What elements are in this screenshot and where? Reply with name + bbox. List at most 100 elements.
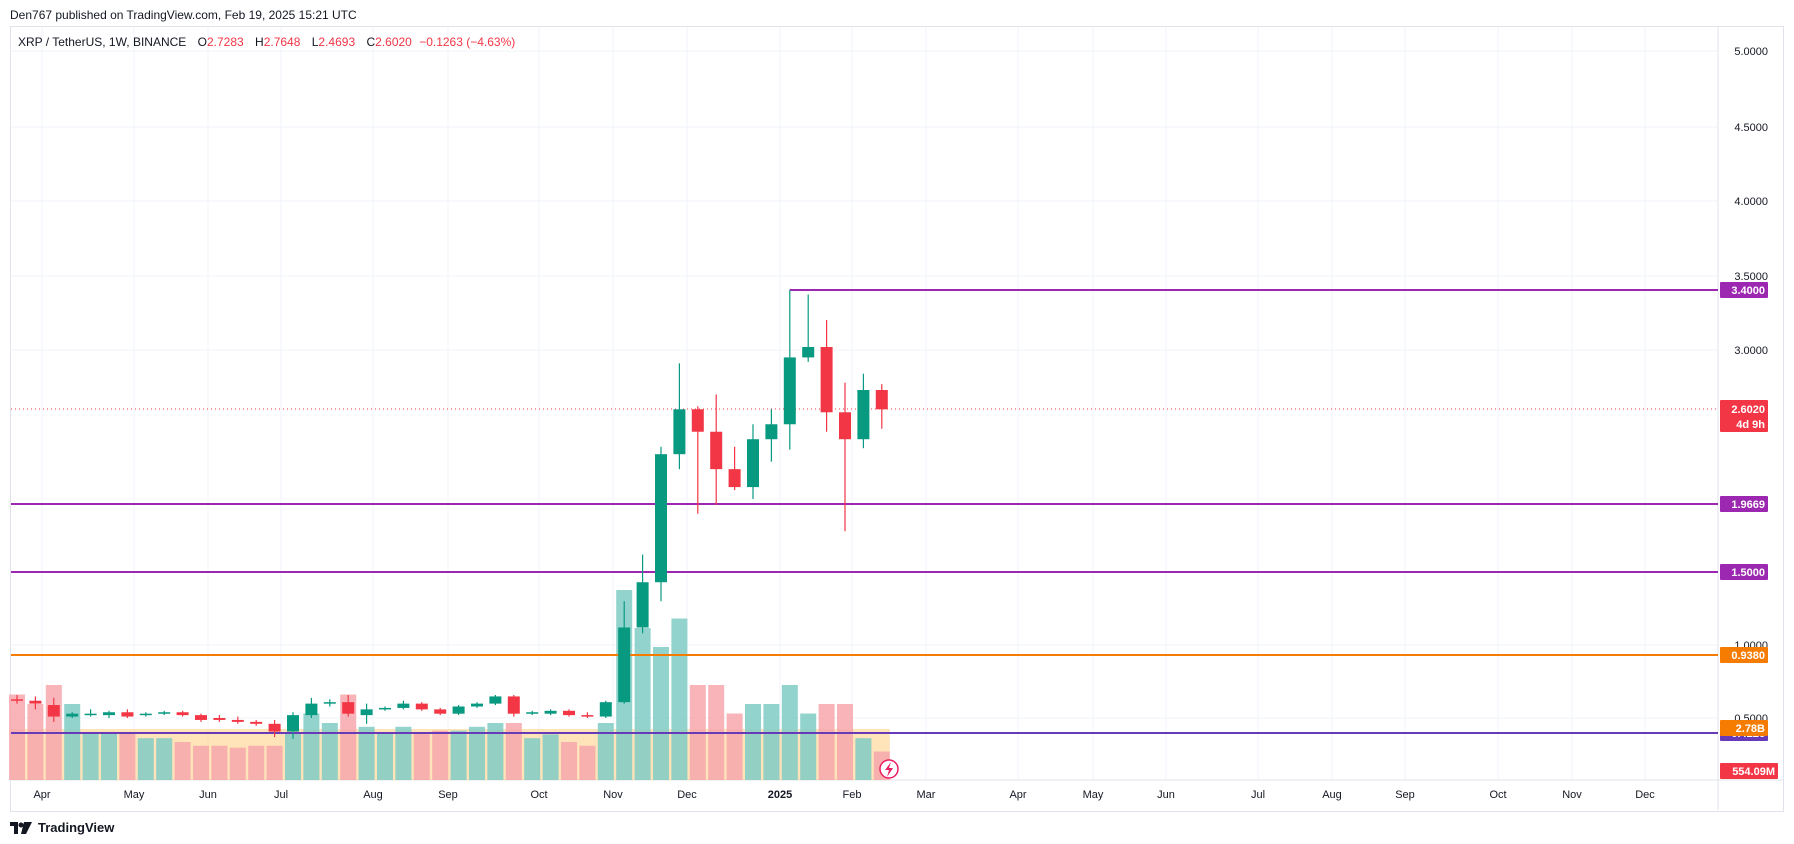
volume-bar [119,732,136,780]
candle [121,709,134,718]
candle-body [342,702,355,714]
candle-body [526,712,539,714]
candle [29,696,42,710]
x-axis-labels: Apr May Jun Jul Aug Sep Oct Nov Dec 2025 Feb Mar Apr… [33,789,1655,801]
publish-info: Den767 published on TradingView.com, Feb… [10,8,357,22]
candle [857,373,870,449]
candle-body [158,712,171,714]
candle-body [783,357,796,425]
candle [599,700,612,718]
candle [581,712,594,718]
candle [213,715,226,722]
price-tag-label: 1.9669 [1731,499,1765,511]
candle [379,706,391,711]
candle-body [305,703,318,716]
candle-body [839,412,851,440]
volume-bar [469,726,485,780]
candle [839,382,851,532]
volume-bar [505,723,522,780]
volume-bar [266,745,283,780]
candle [360,703,373,724]
candle [434,707,447,716]
x-tick-label: May [124,789,145,801]
tradingview-brand[interactable]: TradingView [10,820,114,835]
level-tag: 0.9380 [1720,647,1768,663]
volume-bar [726,713,743,780]
last-price-label: 2.6020 [1731,404,1765,416]
level-lines [11,289,1718,734]
candle-body [452,706,465,714]
chart-frame[interactable] [10,26,1784,812]
volume-bar [156,738,173,780]
candle [268,719,281,738]
volume-bar [745,704,761,780]
candle-body [875,390,888,410]
candle [305,697,318,718]
x-tick-label: Aug [1322,789,1342,801]
candle-body [66,713,79,717]
volume-bar [542,734,559,780]
flash-alert-icon [879,759,899,779]
x-tick-label: Sep [1395,789,1415,801]
price-tag-label: 2.78B [1736,723,1765,735]
legend-change: −0.1263 (−4.63%) [419,35,516,49]
volume-bar [9,694,25,780]
candle-body [103,712,115,716]
volume-bar [211,745,228,780]
legend-close-value: 2.6020 [375,35,412,49]
candle-body [507,696,520,714]
candle [636,554,649,634]
x-tick-label: Feb [843,789,862,801]
candle [526,710,539,716]
volume-bar [285,732,301,780]
volume-bar [193,745,209,780]
candle-body [360,709,373,716]
candle-body [673,409,686,455]
x-tick-label: Oct [530,789,547,801]
legend-low-value: 2.4693 [318,35,356,49]
level-tag: 3.4000 [1720,282,1768,298]
candle [47,697,60,722]
price-tag-label: 3.4000 [1731,285,1765,297]
candle-body [471,703,483,707]
tradingview-logo-icon [10,821,32,834]
candle [176,710,189,717]
volume-bar [800,713,817,780]
candle-body [287,715,299,732]
x-tick-label: Apr [33,789,50,801]
candle-body [397,703,410,708]
candle-body [379,707,391,710]
candle-body [139,713,152,716]
x-tick-label: Jul [1251,789,1265,801]
volume-bar [229,747,246,780]
candle [415,702,428,711]
legend-high-label: H [255,35,264,49]
candle-body [710,431,723,470]
candle [618,601,631,704]
volume-bar [248,745,265,780]
candle [103,710,115,718]
legend-open-value: 2.7283 [206,35,244,49]
y-tick-label: 4.5000 [1734,122,1768,134]
volume-bar [377,732,393,780]
candle [875,384,888,429]
x-tick-label: Oct [1489,789,1506,801]
candles [11,290,888,739]
candle [728,446,741,491]
legend-open-label: O [197,35,207,49]
legend-symbol[interactable]: XRP / TetherUS, 1W, BINANCE [18,35,187,49]
x-tick-label: Apr [1009,789,1026,801]
volume-bar [487,723,504,780]
volume-bar [855,738,872,780]
candle-body [434,709,447,714]
volume-bar [395,726,412,780]
candle [195,713,207,722]
volume-bar [524,738,541,780]
candle [397,700,410,710]
candle-body [747,439,759,488]
candle [250,719,263,726]
candle-body [489,696,502,704]
volume-bar [340,694,357,780]
